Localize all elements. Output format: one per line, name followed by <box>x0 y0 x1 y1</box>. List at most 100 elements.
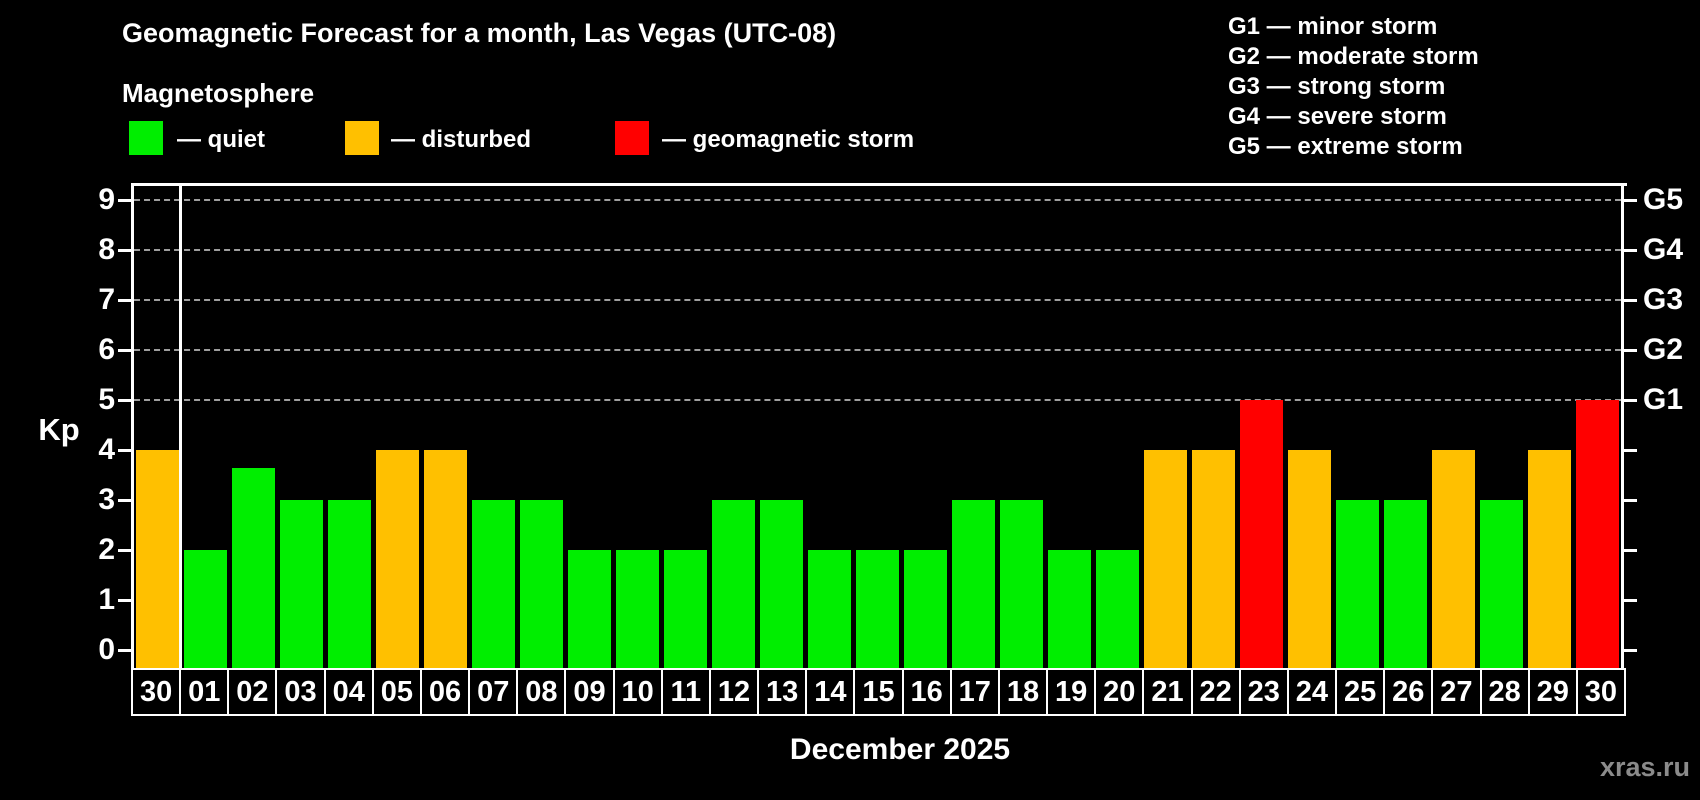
bar-day-29 <box>1527 450 1571 668</box>
x-tick-label-day-30: 30 <box>131 668 182 716</box>
x-tick-label-day-01: 01 <box>179 668 230 716</box>
bar-day-16 <box>903 550 947 668</box>
y-tick-right-4 <box>1624 449 1637 452</box>
x-tick-label-day-30: 30 <box>1575 668 1626 716</box>
x-tick-label-day-25: 25 <box>1335 668 1386 716</box>
plot-border-right <box>1621 183 1624 668</box>
y-tick-left-6 <box>118 349 131 352</box>
y-tick-left-7 <box>118 299 131 302</box>
y-tick-label-6: 6 <box>98 333 115 366</box>
y-tick-left-0 <box>118 649 131 652</box>
y-tick-right-3 <box>1624 499 1637 502</box>
y-tick-left-9 <box>118 199 131 202</box>
y-tick-right-8 <box>1624 249 1637 252</box>
y-tick-left-4 <box>118 449 131 452</box>
bar-day-13 <box>760 500 804 668</box>
y-tick-left-3 <box>118 499 131 502</box>
bar-day-23 <box>1239 400 1283 668</box>
bar-day-14 <box>808 550 852 668</box>
bar-day-01 <box>184 550 228 668</box>
y-tick-right-6 <box>1624 349 1637 352</box>
x-tick-label-day-22: 22 <box>1190 668 1241 716</box>
y-tick-label-8: 8 <box>98 233 115 266</box>
bar-day-17 <box>951 500 995 668</box>
x-tick-label-day-23: 23 <box>1238 668 1289 716</box>
y-tick-left-8 <box>118 249 131 252</box>
x-tick-label-day-16: 16 <box>901 668 952 716</box>
legend-swatch-disturbed <box>345 121 379 155</box>
x-tick-label-day-29: 29 <box>1527 668 1578 716</box>
x-tick-label-day-20: 20 <box>1094 668 1145 716</box>
y-tick-label-7: 7 <box>98 283 115 316</box>
bar-day-25 <box>1335 500 1379 668</box>
x-tick-label-day-19: 19 <box>1046 668 1097 716</box>
x-tick-label-day-18: 18 <box>997 668 1049 716</box>
y-tick-left-5 <box>118 399 131 402</box>
x-tick-label-day-04: 04 <box>323 668 374 716</box>
right-axis-label-g2: G2 <box>1643 333 1684 366</box>
bar-day-28 <box>1479 500 1523 668</box>
x-tick-label-day-05: 05 <box>371 668 422 716</box>
bar-day-04 <box>328 500 372 668</box>
g-legend-line-g1: G1 — minor storm <box>1228 13 1438 40</box>
bar-day-10 <box>616 550 660 668</box>
x-tick-label-day-15: 15 <box>853 668 904 716</box>
bar-day-05 <box>376 450 420 668</box>
x-tick-label-day-27: 27 <box>1431 668 1482 716</box>
legend-label-storm: — geomagnetic storm <box>662 126 915 153</box>
bar-day-24 <box>1287 450 1331 668</box>
right-axis-label-g5: G5 <box>1643 183 1684 216</box>
gridline-kp8 <box>134 249 1621 251</box>
right-axis-label-g4: G4 <box>1643 233 1684 266</box>
bar-day-11 <box>664 550 708 668</box>
y-tick-right-5 <box>1624 399 1637 402</box>
gridline-kp7 <box>134 299 1621 301</box>
watermark: xras.ru <box>1599 752 1690 782</box>
bar-day-08 <box>520 500 564 668</box>
x-axis-title: December 2025 <box>789 733 1011 766</box>
x-tick-label-day-17: 17 <box>949 668 1000 716</box>
x-tick-label-day-06: 06 <box>419 668 471 716</box>
plot-border-left <box>131 183 134 668</box>
bar-day-18 <box>999 500 1043 668</box>
bar-day-06 <box>424 450 468 668</box>
bar-day-26 <box>1383 500 1427 668</box>
bar-day-02 <box>232 467 276 668</box>
y-tick-left-2 <box>118 549 131 552</box>
right-axis-label-g3: G3 <box>1643 283 1684 316</box>
bar-day-21 <box>1143 450 1187 668</box>
y-tick-right-2 <box>1624 549 1637 552</box>
x-tick-label-day-21: 21 <box>1142 668 1193 716</box>
gridline-kp5 <box>134 399 1621 401</box>
y-tick-label-5: 5 <box>98 383 115 416</box>
y-axis-title: Kp <box>38 412 80 447</box>
y-tick-left-1 <box>118 599 131 602</box>
chart-subtitle: Magnetosphere <box>122 78 315 108</box>
g-legend-line-g4: G4 — severe storm <box>1228 103 1447 130</box>
y-tick-right-1 <box>1624 599 1637 602</box>
bar-day-15 <box>856 550 899 668</box>
gridline-kp6 <box>134 349 1621 351</box>
bar-day-09 <box>568 550 612 668</box>
bar-day-30 <box>1575 400 1619 668</box>
x-tick-label-day-11: 11 <box>660 668 711 716</box>
x-tick-label-day-08: 08 <box>516 668 567 716</box>
x-tick-label-day-10: 10 <box>612 668 663 716</box>
x-tick-label-day-07: 07 <box>468 668 519 716</box>
bar-day-19 <box>1047 550 1091 668</box>
bar-day-30 <box>136 450 180 668</box>
x-tick-label-day-24: 24 <box>1286 668 1338 716</box>
plot-border-top <box>131 183 1627 186</box>
y-tick-label-4: 4 <box>98 433 115 466</box>
legend-label-disturbed: — disturbed <box>391 126 532 153</box>
y-tick-label-3: 3 <box>98 483 115 516</box>
y-tick-right-7 <box>1624 299 1637 302</box>
g-scale-legend: G1 — minor storm G2 — moderate storm G3 … <box>1228 12 1479 162</box>
legend-label-quiet: — quiet <box>177 126 265 153</box>
x-tick-label-day-13: 13 <box>757 668 808 716</box>
bar-day-27 <box>1431 450 1475 668</box>
x-tick-label-day-03: 03 <box>275 668 326 716</box>
bar-day-20 <box>1095 550 1139 668</box>
y-tick-label-0: 0 <box>98 633 115 666</box>
